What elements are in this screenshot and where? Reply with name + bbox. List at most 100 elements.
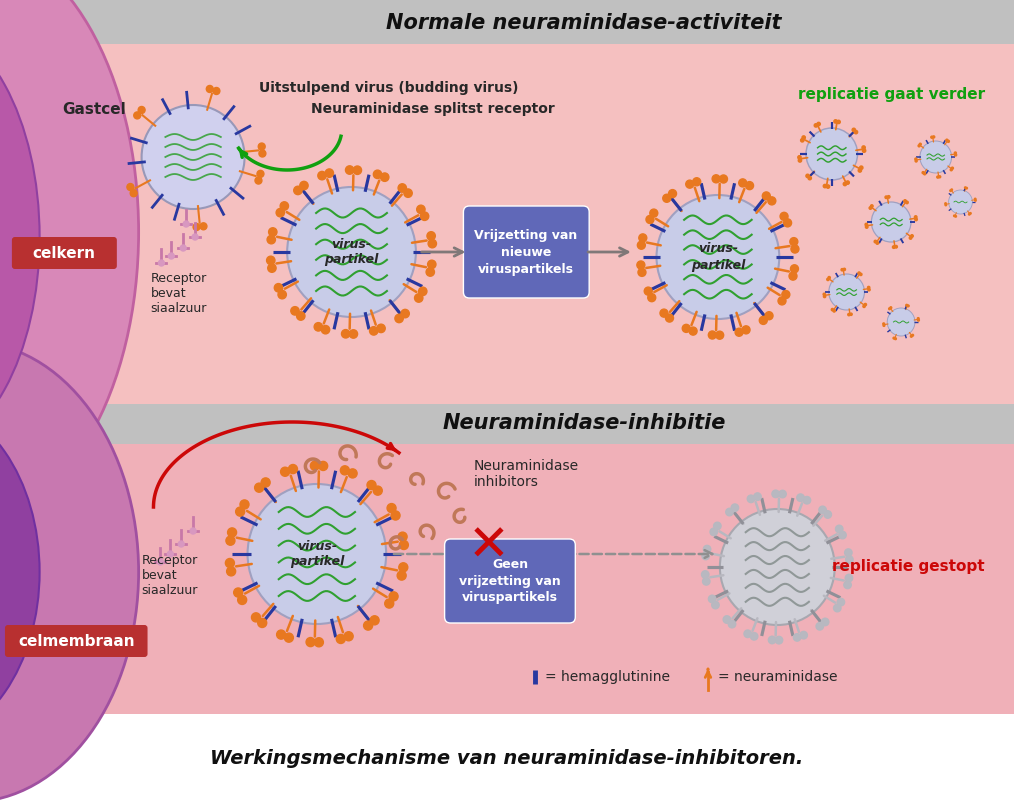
Circle shape <box>748 495 755 503</box>
Circle shape <box>190 528 196 534</box>
Circle shape <box>213 87 220 95</box>
Circle shape <box>226 567 236 576</box>
Circle shape <box>248 484 386 624</box>
Circle shape <box>890 307 892 309</box>
Circle shape <box>887 308 915 336</box>
Circle shape <box>965 187 966 188</box>
Circle shape <box>860 273 862 276</box>
Circle shape <box>167 551 173 557</box>
Circle shape <box>637 261 645 269</box>
Text: virus-
partikel: virus- partikel <box>691 242 745 272</box>
Text: virus-
partikel: virus- partikel <box>290 540 344 569</box>
Circle shape <box>895 245 897 248</box>
Circle shape <box>200 223 207 230</box>
Circle shape <box>421 212 429 221</box>
Circle shape <box>874 241 877 243</box>
Circle shape <box>340 466 349 475</box>
Circle shape <box>950 168 952 171</box>
Circle shape <box>720 509 835 625</box>
Circle shape <box>398 184 407 192</box>
Circle shape <box>712 175 720 183</box>
Circle shape <box>227 528 237 537</box>
Circle shape <box>701 571 709 578</box>
Circle shape <box>417 205 425 213</box>
Circle shape <box>367 480 376 489</box>
Circle shape <box>772 490 779 497</box>
Circle shape <box>257 170 264 177</box>
Circle shape <box>353 166 361 175</box>
Text: Neuraminidase
inhibitors: Neuraminidase inhibitors <box>473 459 579 489</box>
Circle shape <box>794 634 801 641</box>
Ellipse shape <box>0 402 40 742</box>
Circle shape <box>906 305 907 306</box>
Circle shape <box>183 221 189 227</box>
Bar <box>0 412 1014 714</box>
Circle shape <box>852 128 855 132</box>
Circle shape <box>889 308 891 310</box>
Circle shape <box>716 331 724 339</box>
Circle shape <box>377 324 385 333</box>
Circle shape <box>344 632 353 641</box>
Bar <box>0 404 1014 444</box>
Circle shape <box>870 205 873 208</box>
Ellipse shape <box>0 342 138 802</box>
Circle shape <box>261 478 270 487</box>
Circle shape <box>373 486 382 495</box>
Circle shape <box>922 172 925 174</box>
Circle shape <box>712 602 719 609</box>
Circle shape <box>644 287 652 295</box>
Circle shape <box>398 563 408 572</box>
Circle shape <box>267 264 276 273</box>
Text: Gastcel: Gastcel <box>62 103 126 118</box>
Circle shape <box>765 312 773 320</box>
Circle shape <box>646 216 654 224</box>
Circle shape <box>703 545 711 553</box>
Text: Neuraminidase splitst receptor: Neuraminidase splitst receptor <box>311 102 555 116</box>
Text: replicatie gestopt: replicatie gestopt <box>831 560 984 574</box>
Circle shape <box>317 172 327 180</box>
Circle shape <box>341 330 350 338</box>
Text: Werkingsmechanisme van neuraminidase-inhibitoren.: Werkingsmechanisme van neuraminidase-inh… <box>210 748 804 768</box>
Circle shape <box>663 194 671 202</box>
Circle shape <box>274 284 283 292</box>
Circle shape <box>801 139 804 142</box>
Circle shape <box>826 278 829 281</box>
Circle shape <box>821 618 828 626</box>
Circle shape <box>638 269 646 277</box>
Text: Geen
vrijzetting van
viruspartikels: Geen vrijzetting van viruspartikels <box>459 557 561 605</box>
Circle shape <box>836 525 843 533</box>
Circle shape <box>726 508 733 516</box>
Bar <box>0 0 1014 412</box>
Circle shape <box>326 169 334 177</box>
Circle shape <box>816 622 823 630</box>
Circle shape <box>808 176 811 180</box>
Circle shape <box>843 268 846 270</box>
Circle shape <box>843 182 847 186</box>
Circle shape <box>953 215 955 217</box>
Circle shape <box>799 159 802 162</box>
Circle shape <box>709 331 717 339</box>
Circle shape <box>276 630 286 639</box>
Circle shape <box>877 241 879 245</box>
Text: Receptor
bevat
siaalzuur: Receptor bevat siaalzuur <box>151 272 207 315</box>
Circle shape <box>656 195 779 319</box>
Circle shape <box>790 272 797 280</box>
Circle shape <box>428 260 436 269</box>
Circle shape <box>314 322 323 331</box>
Circle shape <box>364 621 373 630</box>
Circle shape <box>798 156 801 159</box>
Circle shape <box>398 532 408 541</box>
Circle shape <box>193 234 198 240</box>
Circle shape <box>738 179 746 187</box>
FancyBboxPatch shape <box>444 539 575 623</box>
Circle shape <box>839 531 846 539</box>
Circle shape <box>885 196 888 199</box>
Ellipse shape <box>0 0 138 522</box>
Circle shape <box>904 200 906 202</box>
Circle shape <box>834 119 838 124</box>
Text: Uitstulpend virus (budding virus): Uitstulpend virus (budding virus) <box>259 81 519 95</box>
Circle shape <box>845 549 852 557</box>
Circle shape <box>823 294 825 295</box>
Text: Neuraminidase-inhibitie: Neuraminidase-inhibitie <box>442 413 726 433</box>
Text: celmembraan: celmembraan <box>18 634 134 649</box>
